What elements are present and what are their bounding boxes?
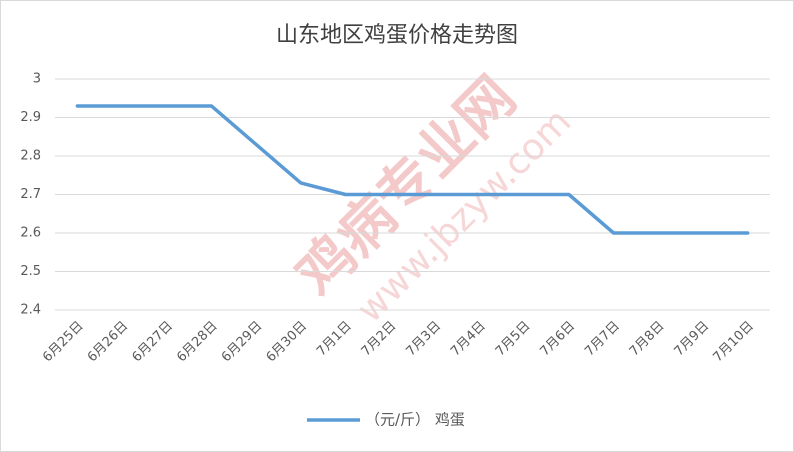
y-tick-label: 2.8 bbox=[20, 149, 41, 164]
y-tick-label: 2.4 bbox=[20, 303, 41, 318]
y-tick-label: 2.6 bbox=[20, 226, 41, 241]
data-line bbox=[75, 104, 750, 235]
y-tick-label: 2.7 bbox=[20, 187, 41, 202]
chart-title: 山东地区鸡蛋价格走势图 bbox=[276, 23, 518, 48]
y-tick-label: 2.9 bbox=[20, 110, 41, 125]
y-tick-label: 2.5 bbox=[20, 264, 41, 279]
legend-label: （元/斤） 鸡蛋 bbox=[365, 411, 465, 429]
y-tick-label: 3 bbox=[33, 72, 41, 87]
